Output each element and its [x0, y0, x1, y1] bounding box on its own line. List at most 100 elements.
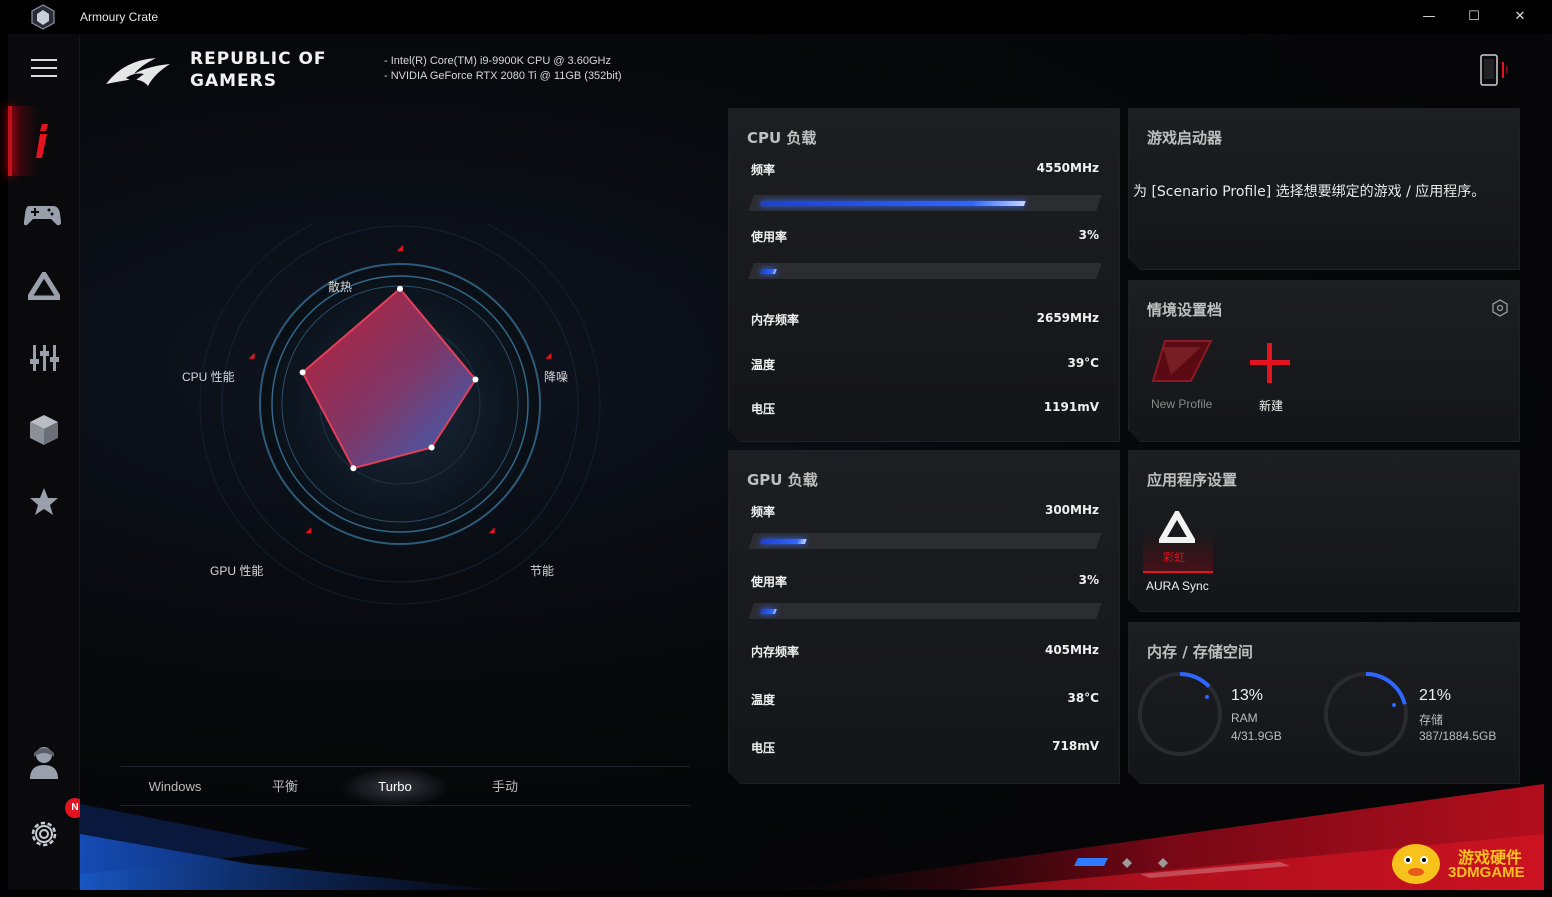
ram-label: RAM — [1231, 711, 1258, 725]
star-icon — [30, 488, 58, 515]
aura-sync-tile[interactable]: 彩虹 — [1143, 507, 1213, 573]
radar-label-gpu-perf: GPU 性能 — [210, 564, 264, 578]
gpu-spec: - NVIDIA GeForce RTX 2080 Ti @ 11GB (352… — [384, 70, 622, 82]
operating-mode-tabs: Windows 平衡 Turbo 手动 — [120, 766, 690, 807]
cpu-freq-bar — [748, 195, 1102, 211]
watermark-line-1: 游戏硬件 — [1458, 848, 1523, 867]
radar-label-power-saving: 节能 — [530, 564, 555, 578]
radar-label-cpu-perf: CPU 性能 — [182, 370, 235, 384]
cpu-load-panel: CPU 负载 频率 4550MHz 使用率 3% 内存频率 2659MHz 温度… — [728, 108, 1120, 442]
mode-tab-turbo[interactable]: Turbo — [340, 767, 450, 807]
sidebar-item-aura[interactable] — [8, 256, 80, 316]
sidebar-item-game[interactable] — [8, 184, 80, 244]
scenario-panel-title: 情境设置档 — [1147, 301, 1223, 319]
cpu-temp-value: 39°C — [1067, 356, 1099, 370]
sidebar-active-indicator — [8, 106, 12, 176]
gpu-mem-freq-label: 内存频率 — [751, 645, 800, 659]
pager-dot-3[interactable] — [1158, 858, 1168, 868]
cpu-temp-label: 温度 — [751, 358, 776, 372]
gpu-usage-bar-fill — [760, 609, 777, 614]
sliders-icon — [30, 345, 59, 371]
user-icon — [30, 747, 58, 779]
brand-line-2: GAMERS — [190, 71, 277, 91]
radar-axis-marker-cpu-perf — [248, 352, 255, 359]
gpu-mem-freq-value: 405MHz — [1044, 643, 1099, 657]
ram-percent: 13% — [1231, 687, 1264, 704]
radar-point-noise — [472, 376, 479, 383]
maximize-button[interactable]: ☐ — [1468, 9, 1480, 24]
gpu-usage-label: 使用率 — [751, 575, 788, 589]
sidebar-item-devices[interactable] — [8, 400, 80, 460]
cpu-usage-label: 使用率 — [751, 230, 788, 244]
storage-panel-title: 内存 / 存储空间 — [1147, 643, 1253, 661]
sidebar-item-settings[interactable] — [8, 804, 80, 864]
radar-polygon — [301, 287, 477, 470]
radar-label-noise: 降噪 — [544, 370, 569, 384]
cpu-mem-freq-value: 2659MHz — [1036, 311, 1099, 325]
gpu-volt-label: 电压 — [751, 741, 776, 755]
cpu-usage-value: 3% — [1078, 228, 1099, 242]
gamepad-icon — [24, 206, 61, 226]
storage-percent: 21% — [1419, 687, 1452, 704]
armoury-crate-logo-icon — [31, 4, 55, 30]
radar-axis-marker-noise — [545, 352, 552, 359]
radar-axis-marker-gpu-perf — [305, 527, 312, 534]
cpu-spec: - Intel(R) Core(TM) i9-9900K CPU @ 3.60G… — [384, 55, 611, 67]
gpu-usage-bar — [748, 603, 1102, 619]
mode-tab-manual[interactable]: 手动 — [491, 779, 518, 794]
cpu-volt-value: 1191mV — [1043, 400, 1099, 414]
watermark-mascot-icon — [1392, 844, 1440, 884]
mode-tab-balanced[interactable]: 平衡 — [271, 779, 298, 794]
game-launcher-panel[interactable]: 游戏启动器 为 [Scenario Profile] 选择想要绑定的游戏 / 应… — [1128, 108, 1520, 270]
aura-effect-label: 彩虹 — [1163, 552, 1185, 564]
radar-point-cooling — [397, 285, 403, 292]
cube-icon — [30, 415, 58, 445]
ram-detail: 4/31.9GB — [1231, 729, 1282, 743]
cpu-mem-freq-label: 内存频率 — [751, 313, 800, 327]
watermark: 游戏硬件 3DMGAME — [1388, 832, 1538, 888]
create-profile-label[interactable]: 新建 — [1259, 399, 1284, 413]
storage-ring — [1323, 671, 1409, 757]
sidebar-item-user[interactable] — [8, 732, 80, 792]
new-profile-icon[interactable] — [1151, 337, 1213, 385]
sidebar-item-featured[interactable] — [8, 472, 80, 532]
mobile-device-icon[interactable] — [1480, 54, 1510, 88]
new-profile-label[interactable]: New Profile — [1151, 397, 1213, 411]
close-button[interactable]: ✕ — [1514, 9, 1526, 24]
gpu-panel-title: GPU 负载 — [747, 471, 818, 489]
pager-dot-active[interactable] — [1074, 858, 1108, 868]
gpu-temp-value: 38°C — [1067, 691, 1099, 705]
cpu-volt-label: 电压 — [751, 402, 776, 416]
sidebar-item-settings-sliders[interactable] — [8, 328, 80, 388]
hexagon-settings-icon[interactable] — [1491, 299, 1509, 317]
aura-tile-underline — [1143, 571, 1213, 573]
gpu-usage-value: 3% — [1078, 573, 1099, 587]
storage-detail: 387/1884.5GB — [1419, 729, 1497, 743]
radar-point-cpu-perf — [299, 369, 306, 376]
sidebar: N — [8, 34, 85, 890]
menu-icon — [31, 59, 57, 77]
add-profile-icon[interactable] — [1249, 341, 1291, 385]
window-title: Armoury Crate — [80, 10, 159, 24]
sidebar-item-menu[interactable] — [8, 38, 80, 98]
mode-tab-windows[interactable]: Windows — [148, 779, 202, 794]
radar-point-power-saving — [428, 444, 435, 451]
gpu-freq-value: 300MHz — [1044, 503, 1099, 517]
aura-sync-icon — [1159, 511, 1195, 543]
pager-dot-2[interactable] — [1122, 858, 1132, 868]
gpu-freq-bar-fill — [760, 539, 807, 544]
launcher-panel-title: 游戏启动器 — [1147, 129, 1223, 147]
gpu-freq-bar — [748, 533, 1102, 549]
sidebar-active-glow — [8, 106, 38, 176]
aura-sync-label[interactable]: AURA Sync — [1146, 579, 1209, 593]
app-settings-panel-title: 应用程序设置 — [1147, 471, 1238, 489]
radar-axis-marker-cooling — [397, 245, 403, 251]
launcher-message: 为 [Scenario Profile] 选择想要绑定的游戏 / 应用程序。 — [1133, 184, 1486, 200]
sidebar-item-home[interactable] — [8, 111, 80, 171]
app-settings-panel: 应用程序设置 彩虹 AURA Sync — [1128, 450, 1520, 612]
gpu-load-panel: GPU 负载 频率 300MHz 使用率 3% 内存频率 405MHz 温度 3… — [728, 450, 1120, 784]
ram-ring — [1137, 671, 1223, 757]
rog-brand-text: REPUBLIC OF GAMERS — [190, 48, 327, 92]
minimize-button[interactable]: — — [1422, 9, 1436, 24]
cpu-usage-bar — [748, 263, 1102, 279]
